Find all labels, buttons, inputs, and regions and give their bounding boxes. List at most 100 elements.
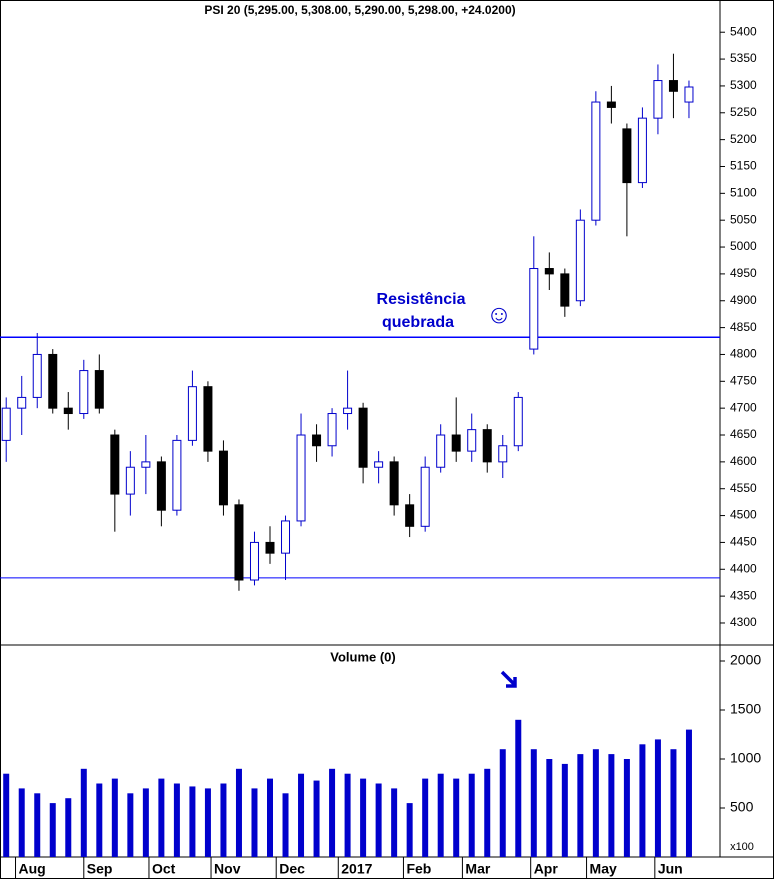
x-tick-label: Feb (406, 861, 431, 877)
candle-body (668, 80, 678, 92)
smiley: ☺ (486, 299, 513, 329)
y-tick-label: 4800 (730, 347, 757, 361)
volume-bar (406, 803, 413, 857)
volume-bar (298, 773, 305, 857)
volume-bar (65, 798, 72, 857)
candle-body (684, 86, 694, 103)
chart-title: PSI 20 (5,295.00, 5,308.00, 5,290.00, 5,… (204, 3, 515, 17)
y-tick-label: 4400 (730, 561, 757, 575)
volume-bar (142, 788, 149, 857)
y-tick-label: 4450 (730, 535, 757, 549)
volume-bar (127, 793, 134, 857)
volume-bar (654, 739, 661, 857)
y-tick-label: 500 (730, 799, 754, 815)
candle-body (281, 520, 291, 554)
y-tick-label: 4300 (730, 615, 757, 629)
candle-body (343, 407, 353, 415)
volume-bar (530, 749, 537, 857)
volume-bar (173, 783, 180, 857)
candle-body (32, 353, 42, 398)
candle-body (312, 434, 322, 447)
annotation: quebrada (382, 314, 454, 331)
volume-bar (80, 768, 87, 857)
volume-bar (329, 768, 336, 857)
y-tick-label: 5000 (730, 239, 757, 253)
y-tick-label: 4650 (730, 427, 757, 441)
candle-body (622, 128, 632, 184)
y-tick-label: 4550 (730, 481, 757, 495)
candle-body (498, 445, 508, 463)
candle-body (187, 386, 197, 441)
volume-bar (670, 749, 677, 857)
x-tick-label: Nov (214, 861, 241, 877)
candle-body (575, 219, 585, 302)
y-tick-label: 5400 (730, 24, 757, 38)
candle-body (451, 434, 461, 452)
y-tick-label: 4350 (730, 588, 757, 602)
volume-bar (111, 778, 118, 857)
y-tick-label: 4700 (730, 400, 757, 414)
y-tick-label: 4950 (730, 266, 757, 280)
y-tick-label: 4600 (730, 454, 757, 468)
candle-body (358, 407, 368, 468)
candle-body (606, 101, 616, 108)
y-tick-label: 4750 (730, 373, 757, 387)
candle-body (172, 439, 182, 511)
y-tick-label: 4850 (730, 320, 757, 334)
arrow-icon (500, 670, 517, 688)
volume-unit: x100 (730, 841, 754, 853)
volume-bar (391, 788, 398, 857)
volume-bar (96, 783, 103, 857)
volume-bar (18, 788, 25, 857)
y-tick-label: 2000 (730, 652, 761, 668)
y-tick-label: 5300 (730, 78, 757, 92)
annotation: Resistência (377, 291, 466, 308)
candle-body (249, 541, 259, 581)
volume-bar (282, 793, 289, 857)
y-tick-label: 5250 (730, 105, 757, 119)
x-tick-label: May (590, 861, 617, 877)
candle-body (405, 504, 415, 527)
volume-bar (546, 759, 553, 857)
volume-bar (204, 788, 211, 857)
x-tick-label: Sep (87, 861, 113, 877)
candle-body (560, 273, 570, 307)
y-tick-label: 5100 (730, 186, 757, 200)
volume-bar (437, 773, 444, 857)
candle-body (482, 429, 492, 463)
volume-bar (592, 749, 599, 857)
volume-bar (515, 719, 522, 857)
candle-body (63, 407, 73, 415)
volume-bar (577, 754, 584, 857)
candle-body (218, 450, 228, 506)
candle-body (234, 504, 244, 581)
candle-body (79, 370, 89, 415)
candle-body (420, 466, 430, 527)
y-tick-label: 1500 (730, 701, 761, 717)
y-tick-label: 4900 (730, 293, 757, 307)
volume-bar (3, 773, 10, 857)
candle-body (374, 461, 384, 468)
volume-bar (189, 786, 196, 857)
candle-body (544, 268, 554, 275)
y-tick-label: 1000 (730, 750, 761, 766)
candle-body (389, 461, 399, 506)
volume-bar (623, 759, 630, 857)
volume-bar (360, 778, 367, 857)
volume-bar (267, 778, 273, 857)
candle-body (94, 370, 104, 409)
y-tick-label: 5050 (730, 212, 757, 226)
x-tick-label: Apr (534, 861, 559, 877)
candle-body (591, 101, 601, 221)
candle-body (513, 396, 523, 447)
x-tick-label: Aug (19, 861, 46, 877)
volume-bar (235, 768, 242, 857)
volume-bar (313, 780, 320, 857)
volume-bar (158, 778, 165, 857)
volume-bar (608, 754, 615, 857)
y-tick-label: 5150 (730, 159, 757, 173)
volume-bar (561, 763, 568, 857)
candle-body (296, 434, 306, 522)
volume-bar (639, 744, 646, 857)
